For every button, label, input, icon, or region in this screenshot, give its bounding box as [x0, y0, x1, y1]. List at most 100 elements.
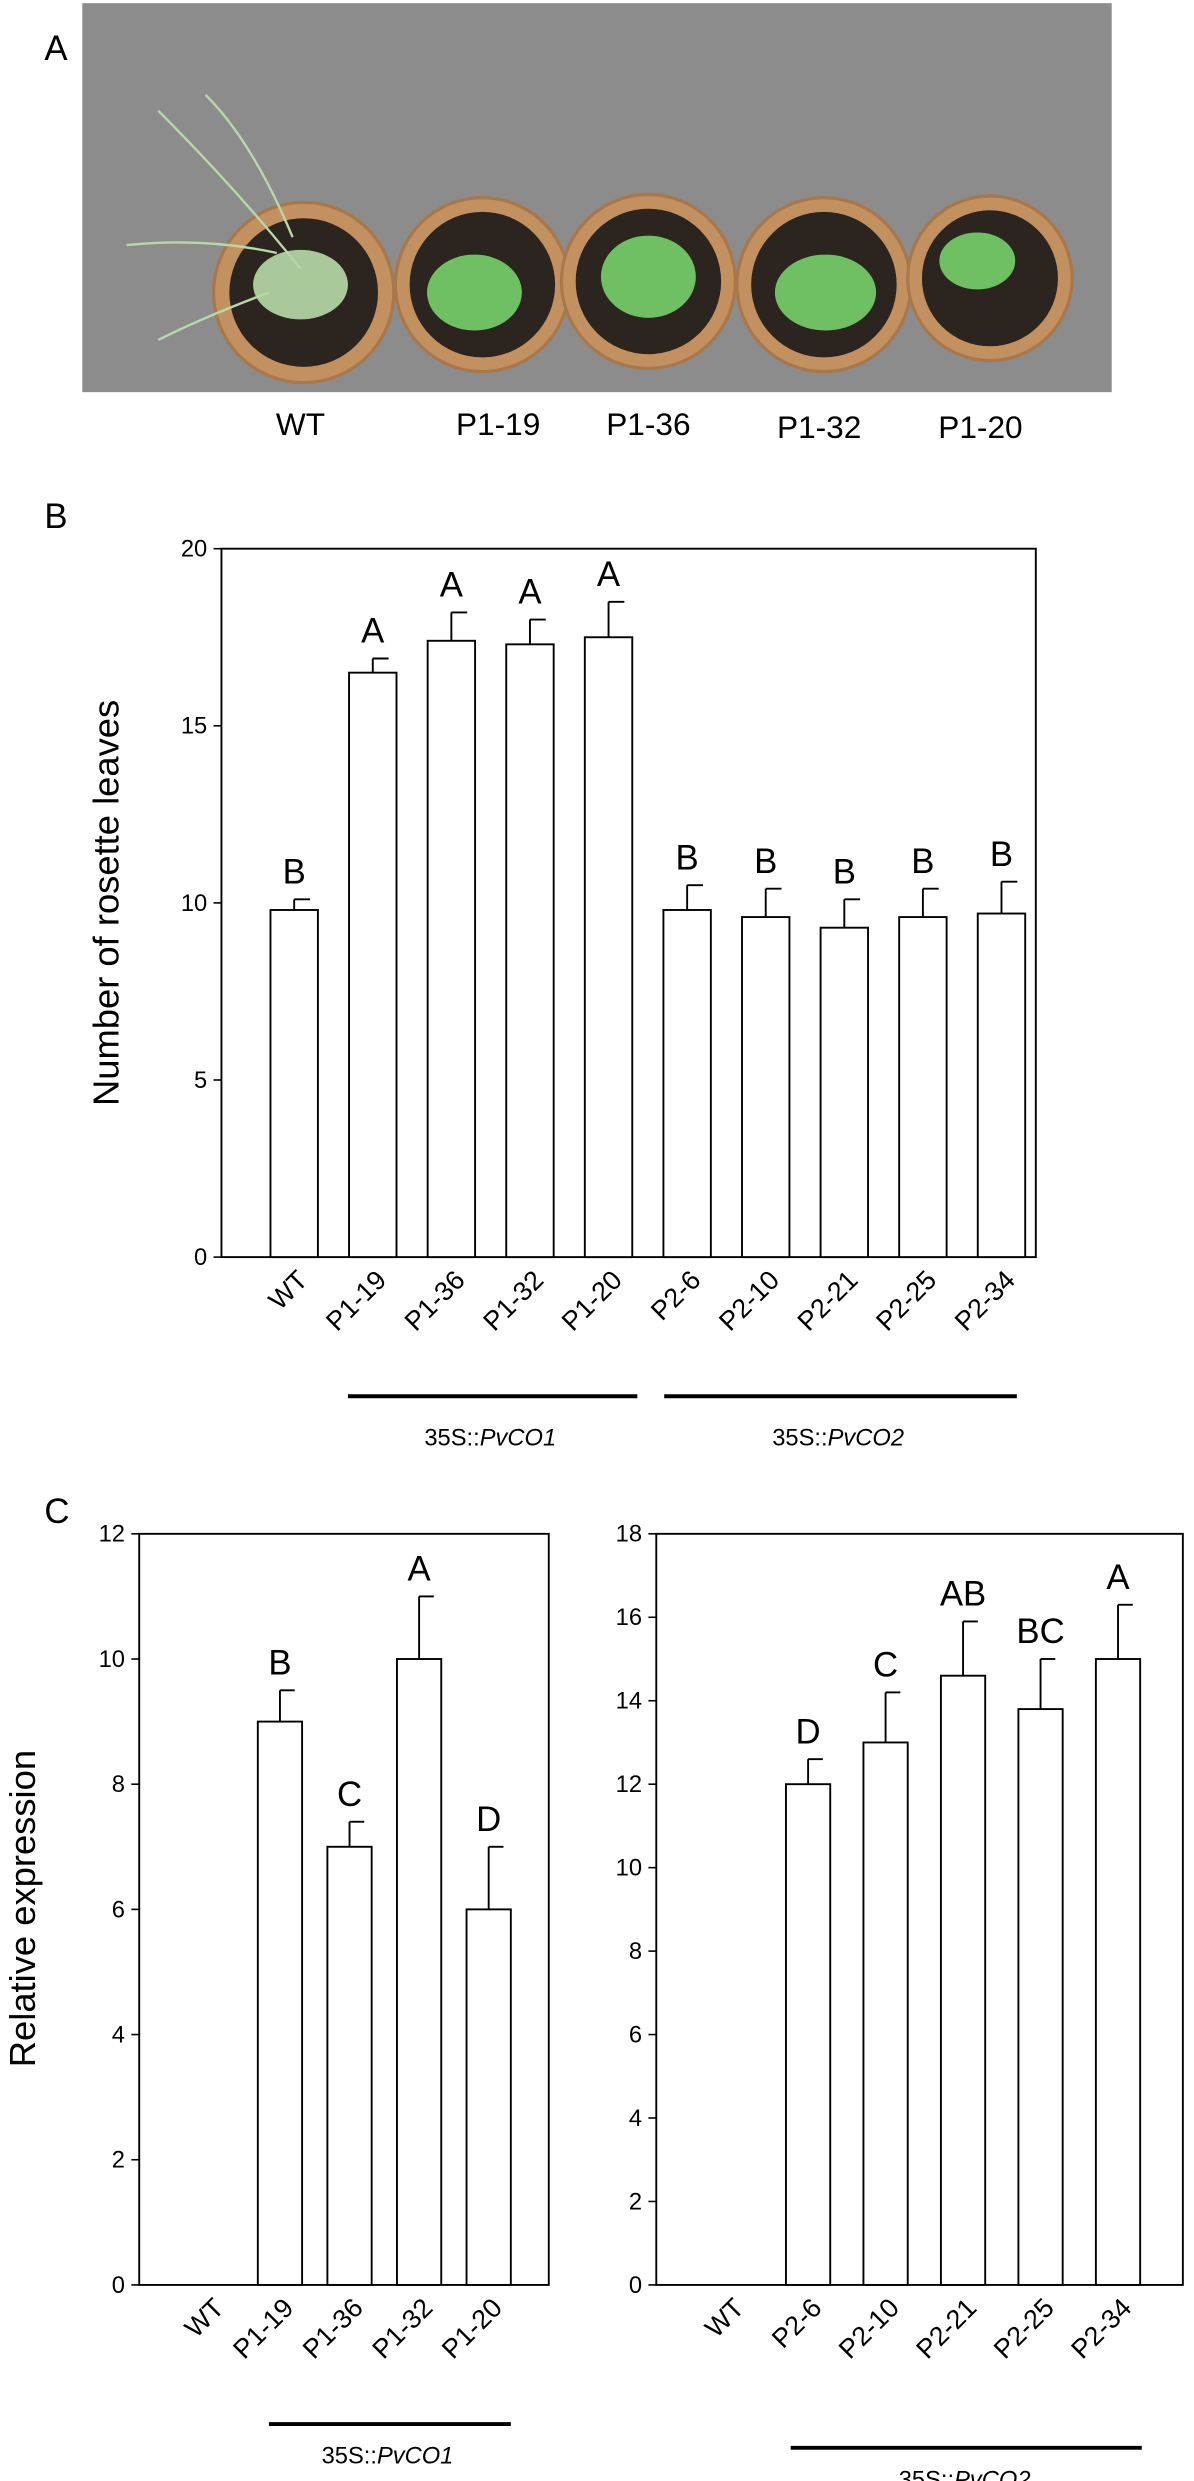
significance-letter: B	[268, 1644, 291, 1682]
y-tick-label: 10	[616, 1856, 642, 1882]
group-prefix: 35S::	[899, 2467, 954, 2481]
y-tick-label: 10	[181, 891, 207, 917]
group-gene: PvCO2	[954, 2467, 1030, 2481]
photo-label: P1-19	[456, 406, 540, 442]
significance-letter: A	[440, 567, 464, 605]
significance-letter: B	[676, 839, 699, 877]
group-label: 35S::PvCO1	[424, 1425, 556, 1451]
significance-letter: AB	[940, 1576, 986, 1614]
significance-letter: BC	[1016, 1613, 1064, 1651]
y-tick-label: 12	[616, 1772, 642, 1798]
group-gene: PvCO2	[828, 1425, 904, 1451]
x-tick-label: P1-19	[320, 1265, 392, 1337]
significance-letter: A	[518, 574, 542, 612]
x-tick-label: P2-25	[988, 2293, 1060, 2365]
bar	[862, 1741, 909, 2286]
bar	[662, 909, 712, 1259]
x-tick-label: P2-10	[833, 2293, 905, 2365]
x-tick-label: P2-21	[910, 2293, 982, 2365]
x-tick-label: WT	[699, 2293, 750, 2344]
y-tick-label: 6	[112, 1897, 125, 1923]
bar	[976, 912, 1027, 1259]
x-tick-label: P1-19	[227, 2293, 299, 2365]
x-tick-label: P1-36	[297, 2293, 369, 2365]
significance-letter: B	[283, 854, 306, 892]
x-tick-label: P1-20	[436, 2293, 508, 2365]
x-tick-label: WT	[263, 1265, 314, 1316]
significance-letter: B	[754, 843, 777, 881]
y-tick-label: 0	[629, 2273, 642, 2299]
y-tick-label: 8	[112, 1772, 125, 1798]
y-tick-label: 18	[616, 1522, 642, 1548]
x-tick-label: P1-20	[556, 1265, 628, 1337]
y-tick-label: 2	[629, 2189, 642, 2215]
significance-letter: A	[597, 556, 621, 594]
photo-label: WT	[276, 406, 325, 442]
group-label: 35S::PvCO2	[772, 1425, 904, 1451]
significance-letter: D	[476, 1801, 501, 1839]
y-tick-label: 2	[112, 2148, 125, 2174]
y-tick-label: 0	[194, 1245, 207, 1271]
photo-label: P1-32	[777, 409, 861, 445]
photo	[82, 3, 1112, 393]
group-prefix: 35S::	[424, 1425, 479, 1451]
significance-letter: C	[873, 1647, 898, 1685]
significance-letter: B	[990, 836, 1013, 874]
group-prefix: 35S::	[322, 2444, 377, 2470]
x-tick-label: P2-6	[645, 1265, 706, 1326]
group-prefix: 35S::	[772, 1425, 827, 1451]
y-tick-label: 0	[112, 2273, 125, 2299]
bar	[583, 636, 634, 1259]
panel-label: A	[44, 30, 68, 68]
photo-label: P1-36	[606, 406, 690, 442]
bar	[785, 1783, 832, 2286]
significance-letter: C	[337, 1776, 362, 1814]
bar	[898, 916, 948, 1259]
y-tick-label: 10	[99, 1647, 125, 1673]
x-tick-label: P2-6	[766, 2293, 827, 2354]
panel-label: C	[44, 1493, 69, 1531]
x-tick-label: P2-10	[713, 1265, 785, 1337]
bar	[505, 643, 555, 1259]
bar	[939, 1674, 987, 2286]
bar	[256, 1720, 304, 2286]
y-tick-label: 15	[181, 714, 207, 740]
bar	[1094, 1658, 1142, 2286]
significance-letter: A	[1106, 1559, 1130, 1597]
y-tick-label: 6	[629, 2022, 642, 2048]
significance-letter: A	[408, 1551, 432, 1589]
group-label: 35S::PvCO2	[899, 2467, 1031, 2481]
y-tick-label: 4	[112, 2022, 125, 2048]
bar	[348, 671, 398, 1259]
bar	[326, 1845, 373, 2286]
plot-frame	[655, 1532, 1184, 2286]
y-tick-label: 20	[181, 537, 207, 563]
y-axis-label: Relative expression	[2, 1750, 43, 2067]
group-label: 35S::PvCO1	[322, 2444, 454, 2470]
photo-label: P1-20	[938, 409, 1022, 445]
bar	[1017, 1708, 1064, 2286]
bar	[426, 639, 477, 1259]
bar	[741, 916, 791, 1259]
y-tick-label: 16	[616, 1605, 642, 1631]
x-tick-label: WT	[179, 2293, 230, 2344]
bar	[396, 1658, 443, 2286]
x-tick-label: P1-36	[399, 1265, 471, 1337]
y-tick-label: 5	[194, 1068, 207, 1094]
group-gene: PvCO1	[377, 2444, 453, 2470]
y-tick-label: 14	[616, 1689, 642, 1715]
bar	[269, 909, 319, 1259]
x-tick-label: P2-34	[949, 1265, 1021, 1337]
y-tick-label: 8	[629, 1939, 642, 1965]
x-tick-label: P2-21	[792, 1265, 864, 1337]
significance-letter: B	[833, 854, 856, 892]
significance-letter: B	[911, 843, 934, 881]
group-gene: PvCO1	[480, 1425, 556, 1451]
x-tick-label: P2-34	[1065, 2292, 1137, 2364]
bar	[465, 1908, 512, 2286]
x-tick-label: P1-32	[477, 1265, 549, 1337]
significance-letter: D	[796, 1713, 821, 1751]
y-tick-label: 12	[99, 1522, 125, 1548]
significance-letter: A	[361, 613, 385, 651]
